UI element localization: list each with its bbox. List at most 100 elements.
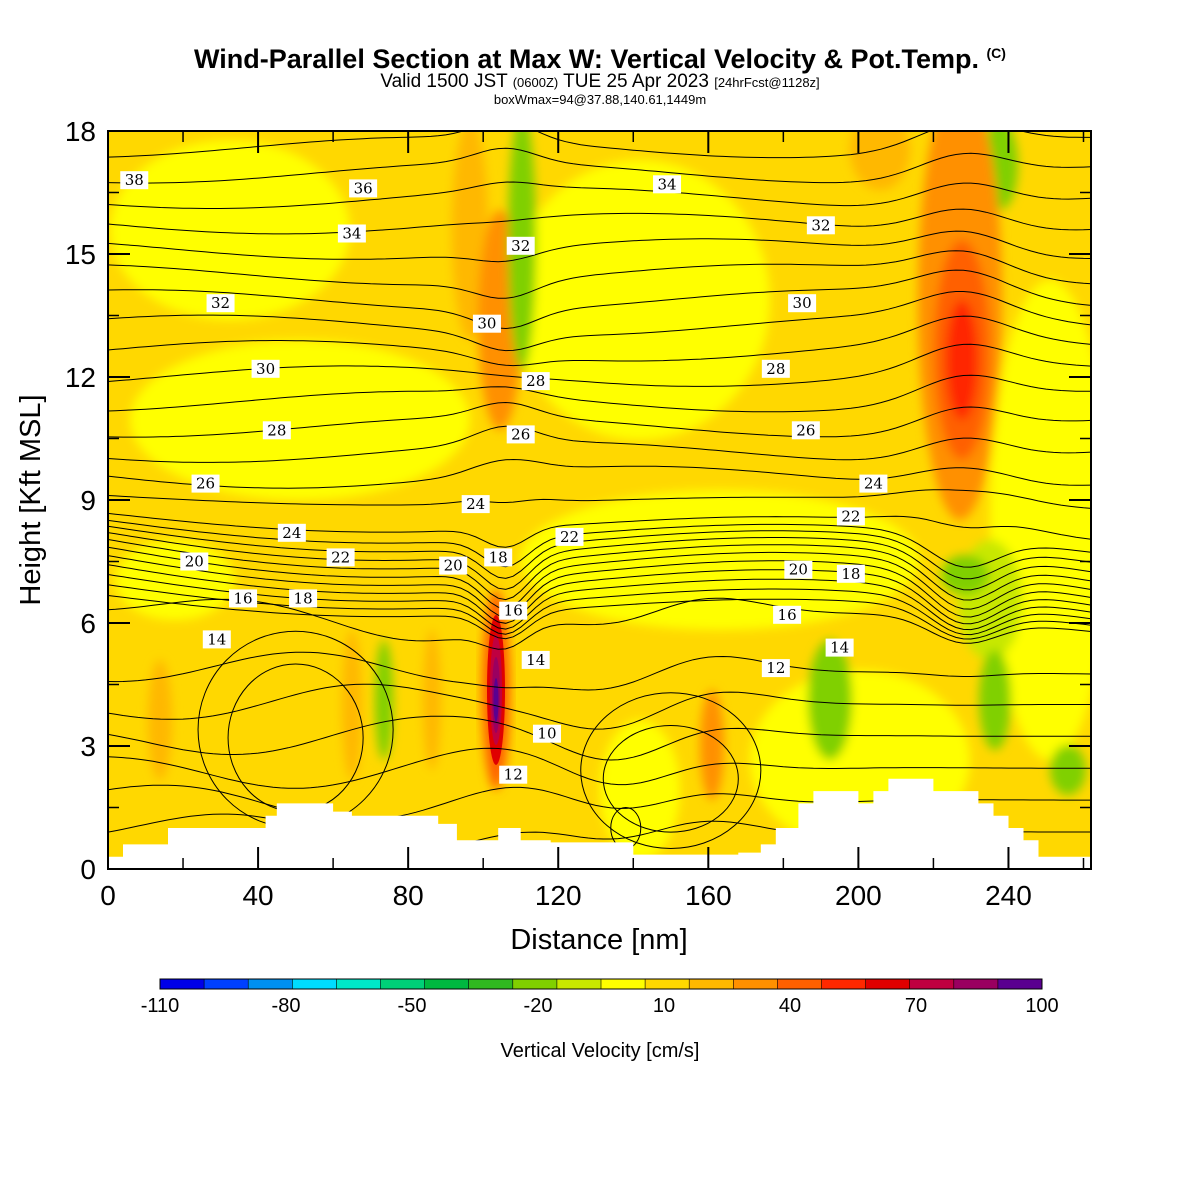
colorbar: -110 -80 -50 -20 10 40 70 100 [141, 978, 1059, 1017]
colorbar-swatch [689, 979, 734, 989]
theta-contour-line [108, 250, 1091, 299]
theta-contour-label: 20 [439, 556, 468, 575]
contour-label-bg [206, 294, 235, 313]
theta-contour-label: 14 [825, 638, 854, 657]
colorbar-swatch [733, 979, 778, 989]
theta-contour-line [108, 574, 1091, 631]
y-tick-label: 12 [65, 362, 96, 393]
theta-contour-label: 16 [773, 605, 802, 624]
theta-contour-label: 18 [836, 564, 865, 583]
contour-label-bg [439, 556, 468, 575]
theta-contour-label: 22 [836, 507, 865, 526]
contour-label-bg [202, 630, 231, 649]
theta-contour-label: 26 [791, 421, 820, 440]
colorbar-tick-label: -50 [398, 995, 427, 1017]
contour-label-bg [825, 638, 854, 657]
theta-contour-label: 22 [326, 548, 355, 567]
theta-contour-line [108, 555, 1091, 618]
contour-label-text: 28 [766, 360, 785, 378]
contour-label-text: 26 [511, 425, 530, 443]
theta-contour-label: 34 [653, 175, 682, 194]
contour-label-text: 38 [125, 171, 144, 189]
contour-label-bg [262, 421, 291, 440]
contour-label-text: 32 [511, 237, 530, 255]
x-tick-label: 120 [535, 880, 582, 911]
contour-label-text: 22 [841, 507, 860, 525]
contour-label-text: 32 [811, 216, 830, 234]
contour-label-bg [532, 724, 561, 743]
theta-contour-label: 26 [191, 474, 220, 493]
theta-contour-line [108, 230, 1091, 263]
contour-label-text: 22 [560, 528, 579, 546]
contour-label-text: 24 [864, 475, 883, 493]
theta-contour-label: 34 [337, 224, 366, 243]
contour-label-bg [337, 224, 366, 243]
contour-label-text: 30 [256, 360, 275, 378]
x-axis-label: Distance [nm] [510, 924, 687, 956]
contour-label-text: 34 [657, 175, 676, 193]
theta-contour-label: 16 [499, 601, 528, 620]
contour-label-text: 14 [207, 630, 226, 648]
colorbar-tick-label: 100 [1025, 995, 1058, 1017]
theta-contour-label: 18 [289, 589, 318, 608]
theta-contour-line [108, 584, 1091, 636]
contour-label-text: 34 [342, 225, 361, 243]
forecast-info: [24hrFcst@1128z] [714, 75, 820, 90]
theta-contour-line [108, 683, 1091, 730]
valid-date: TUE 25 Apr 2023 [563, 71, 709, 92]
colorbar-swatch [380, 979, 426, 989]
theta-contour-label: 20 [180, 552, 209, 571]
contour-label-text: 30 [477, 315, 496, 333]
contour-label-text: 12 [766, 659, 785, 677]
contour-label-bg [555, 527, 584, 546]
theta-contour-label: 20 [784, 560, 813, 579]
terrain [108, 778, 1091, 869]
contour-label-bg [836, 507, 865, 526]
contour-label-bg [120, 171, 149, 190]
contour-label-text: 30 [793, 294, 812, 312]
x-tick-label: 240 [985, 880, 1032, 911]
theta-contour-line [108, 715, 1091, 761]
theta-contour-label: 38 [120, 171, 149, 190]
colorbar-swatch [556, 979, 602, 989]
colorbar-swatch [424, 979, 470, 989]
copyright-mark: (C) [986, 45, 1006, 61]
theta-contour-label: 16 [229, 589, 258, 608]
theta-contour-line [108, 525, 1091, 580]
colorbar-swatch [777, 979, 822, 989]
contour-label-text: 12 [504, 766, 523, 784]
colorbar-tick-label: -80 [272, 995, 301, 1017]
x-tick-label: 80 [393, 880, 424, 911]
theta-contour-line [108, 512, 1091, 548]
chart-title: Wind-Parallel Section at Max W: Vertical… [0, 44, 1200, 75]
y-tick-label: 18 [65, 116, 96, 147]
colorbar-swatch [248, 979, 293, 989]
theta-contour-label: 12 [761, 659, 790, 678]
valid-time: Valid 1500 JST [380, 71, 508, 92]
utc-time: (0600Z) [512, 75, 559, 90]
theta-contour-label: 14 [202, 630, 231, 649]
theta-contour-label: 28 [761, 359, 790, 378]
contour-label-bg [229, 589, 258, 608]
contour-label-bg [251, 359, 280, 378]
y-tick-label: 3 [80, 731, 96, 762]
contour-label-bg [521, 372, 550, 391]
contour-label-bg [773, 605, 802, 624]
max-updraft-core [482, 590, 510, 790]
theta-contour-label: 22 [555, 527, 584, 546]
contour-label-bg [506, 236, 535, 255]
contour-label-bg [788, 294, 817, 313]
contour-label-text: 20 [185, 553, 204, 571]
colorbar-swatch [292, 979, 337, 989]
y-tick-label: 9 [80, 485, 96, 516]
contour-label-bg [461, 495, 490, 514]
theta-contour-label: 30 [251, 359, 280, 378]
contour-label-bg [472, 314, 501, 333]
contour-label-bg [506, 425, 535, 444]
chart-title-text: Wind-Parallel Section at Max W: Vertical… [194, 44, 979, 74]
y-tick-label: 6 [80, 608, 96, 639]
contour-label-text: 10 [537, 725, 556, 743]
theta-contour-label: 24 [461, 495, 490, 514]
colorbar-swatch [645, 979, 690, 989]
